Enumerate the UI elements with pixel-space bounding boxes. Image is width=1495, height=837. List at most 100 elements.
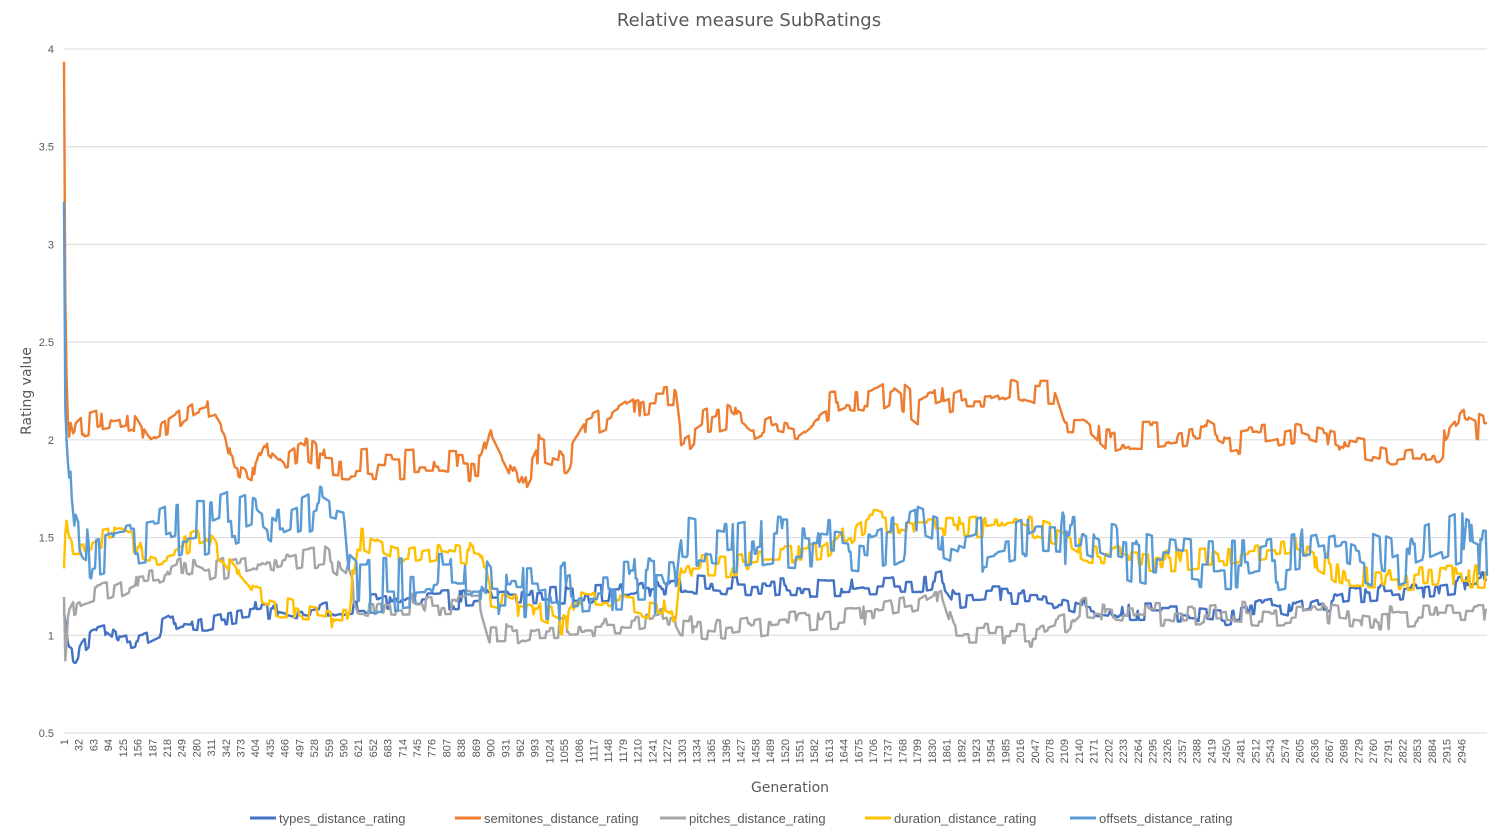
legend-label: duration_distance_rating bbox=[894, 811, 1036, 826]
x-tick-label: 125 bbox=[118, 739, 130, 757]
x-tick-label: 249 bbox=[177, 739, 189, 757]
x-axis-ticks: 1 32 63 94 125 156 187 218 249 280 311 342 373 404 435… bbox=[59, 739, 1468, 763]
x-tick-label: 2915 bbox=[1442, 739, 1454, 763]
x-tick-label: 1210 bbox=[633, 739, 645, 763]
x-tick-label: 1799 bbox=[912, 739, 924, 763]
x-tick-label: 2667 bbox=[1324, 739, 1336, 763]
x-tick-label: 559 bbox=[324, 739, 336, 757]
x-tick-label: 2512 bbox=[1250, 739, 1262, 763]
y-tick-label: 3 bbox=[48, 239, 54, 251]
legend-item: types_distance_rating bbox=[250, 811, 405, 826]
x-tick-label: 621 bbox=[353, 739, 365, 757]
series-line-offsets_distance_rating bbox=[62, 201, 1489, 621]
x-tick-label: 1024 bbox=[544, 739, 556, 763]
x-tick-label: 2326 bbox=[1162, 739, 1174, 763]
x-tick-label: 2357 bbox=[1177, 739, 1189, 763]
x-tick-label: 590 bbox=[338, 739, 350, 757]
x-tick-label: 931 bbox=[500, 739, 512, 757]
x-tick-label: 1830 bbox=[927, 739, 939, 763]
y-tick-label: 2.5 bbox=[39, 337, 54, 349]
x-tick-label: 2295 bbox=[1147, 739, 1159, 763]
x-tick-label: 94 bbox=[103, 739, 115, 751]
x-tick-label: 1303 bbox=[677, 739, 689, 763]
x-tick-label: 2543 bbox=[1265, 739, 1277, 763]
legend-item: pitches_distance_rating bbox=[660, 811, 826, 826]
x-tick-label: 1768 bbox=[897, 739, 909, 763]
x-tick-label: 2016 bbox=[1015, 739, 1027, 763]
x-tick-label: 1706 bbox=[868, 739, 880, 763]
x-tick-label: 1365 bbox=[706, 739, 718, 763]
x-tick-label: 2636 bbox=[1309, 739, 1321, 763]
x-tick-label: 714 bbox=[397, 739, 409, 757]
y-tick-label: 2 bbox=[48, 435, 54, 447]
x-tick-label: 528 bbox=[309, 739, 321, 757]
x-tick-label: 1272 bbox=[662, 739, 674, 763]
x-tick-label: 2419 bbox=[1206, 739, 1218, 763]
x-tick-label: 2729 bbox=[1353, 739, 1365, 763]
x-tick-label: 280 bbox=[191, 739, 203, 757]
x-tick-label: 2853 bbox=[1412, 739, 1424, 763]
x-tick-label: 2171 bbox=[1089, 739, 1101, 763]
x-tick-label: 1055 bbox=[559, 739, 571, 763]
legend-label: types_distance_rating bbox=[279, 811, 405, 826]
x-tick-label: 466 bbox=[280, 739, 292, 757]
x-tick-label: 1520 bbox=[780, 739, 792, 763]
y-axis-title: Rating value bbox=[19, 347, 35, 435]
x-tick-label: 869 bbox=[471, 739, 483, 757]
y-tick-label: 3.5 bbox=[39, 142, 54, 154]
x-tick-label: 63 bbox=[88, 739, 100, 751]
x-tick-label: 2388 bbox=[1192, 739, 1204, 763]
x-tick-label: 807 bbox=[441, 739, 453, 757]
legend-item: semitones_distance_rating bbox=[455, 811, 639, 826]
series-line-types_distance_rating bbox=[62, 570, 1487, 665]
series-line-semitones_distance_rating bbox=[62, 61, 1487, 489]
x-tick-label: 311 bbox=[206, 739, 218, 757]
x-tick-label: 1675 bbox=[853, 739, 865, 763]
x-tick-label: 1613 bbox=[824, 739, 836, 763]
x-tick-label: 2264 bbox=[1133, 739, 1145, 763]
x-tick-label: 962 bbox=[515, 739, 527, 757]
x-tick-label: 2481 bbox=[1236, 739, 1248, 763]
x-tick-label: 2450 bbox=[1221, 739, 1233, 763]
x-tick-label: 342 bbox=[221, 739, 233, 757]
x-tick-label: 1396 bbox=[721, 739, 733, 763]
x-tick-label: 1086 bbox=[574, 739, 586, 763]
legend: types_distance_rating semitones_distance_… bbox=[250, 811, 1232, 826]
y-axis-ticks: 0.5 1 1.5 2 2.5 3 3.5 4 bbox=[39, 44, 54, 740]
x-tick-label: 2605 bbox=[1295, 739, 1307, 763]
x-tick-label: 838 bbox=[456, 739, 468, 757]
x-tick-label: 2946 bbox=[1456, 739, 1468, 763]
x-tick-label: 1458 bbox=[750, 739, 762, 763]
x-tick-label: 2791 bbox=[1383, 739, 1395, 763]
x-tick-label: 1427 bbox=[736, 739, 748, 763]
x-tick-label: 1582 bbox=[809, 739, 821, 763]
x-tick-label: 1737 bbox=[883, 739, 895, 763]
x-tick-label: 1489 bbox=[765, 739, 777, 763]
x-tick-label: 2574 bbox=[1280, 739, 1292, 763]
x-tick-label: 1923 bbox=[971, 739, 983, 763]
x-tick-label: 2078 bbox=[1045, 739, 1057, 763]
x-tick-label: 1861 bbox=[942, 739, 954, 763]
legend-item: offsets_distance_rating bbox=[1070, 811, 1232, 826]
x-tick-label: 156 bbox=[133, 739, 145, 757]
x-tick-label: 1334 bbox=[691, 739, 703, 763]
x-tick-label: 683 bbox=[383, 739, 395, 757]
series-lines bbox=[62, 61, 1489, 665]
x-tick-label: 1179 bbox=[618, 739, 630, 763]
legend-label: pitches_distance_rating bbox=[689, 811, 826, 826]
legend-item: duration_distance_rating bbox=[865, 811, 1036, 826]
x-tick-label: 2047 bbox=[1030, 739, 1042, 763]
x-tick-label: 1892 bbox=[956, 739, 968, 763]
legend-label: offsets_distance_rating bbox=[1099, 811, 1232, 826]
x-tick-label: 187 bbox=[147, 739, 159, 757]
x-tick-label: 2109 bbox=[1059, 739, 1071, 763]
x-axis-title: Generation bbox=[751, 780, 829, 796]
x-tick-label: 652 bbox=[368, 739, 380, 757]
y-tick-label: 1 bbox=[48, 630, 54, 642]
x-tick-label: 900 bbox=[486, 739, 498, 757]
chart-title: Relative measure SubRatings bbox=[617, 10, 881, 31]
x-tick-label: 993 bbox=[530, 739, 542, 757]
x-tick-label: 404 bbox=[250, 739, 262, 757]
